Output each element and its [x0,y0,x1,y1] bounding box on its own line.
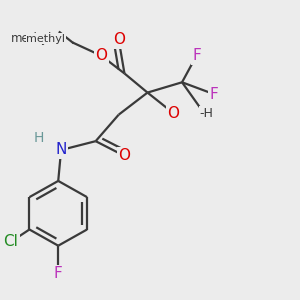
Text: O: O [167,106,179,121]
Text: O: O [95,48,107,63]
Text: methyl: methyl [26,34,65,44]
Text: F: F [201,107,209,122]
Text: O: O [113,32,125,47]
Text: Cl: Cl [3,234,18,249]
Text: F: F [54,266,63,281]
Text: N: N [56,142,67,158]
Text: methyl: methyl [11,32,52,45]
Text: F: F [192,48,201,63]
Text: H: H [34,131,44,145]
Text: O: O [118,148,130,164]
Text: -H: -H [199,107,213,120]
Text: F: F [209,87,218,102]
